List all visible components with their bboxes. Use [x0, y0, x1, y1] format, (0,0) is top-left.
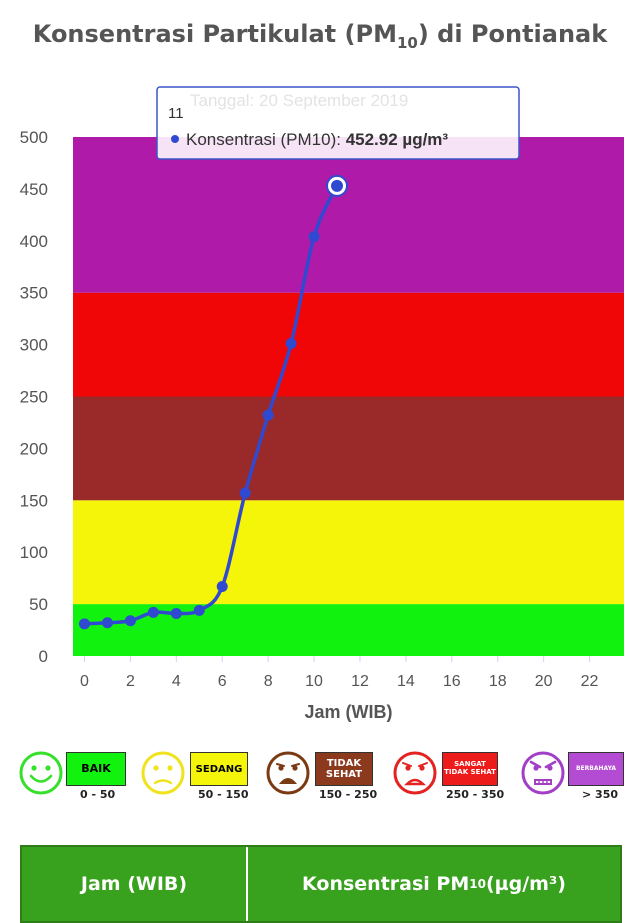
tooltip-box — [156, 86, 520, 160]
table-header-divider — [246, 847, 248, 921]
data-point — [308, 231, 320, 243]
x-tick-label: 2 — [126, 673, 135, 690]
tooltip-x-label: 11 — [168, 105, 184, 122]
band-4 — [73, 137, 624, 293]
air-quality-legend: BAIK 0 - 50 SEDANG 50 - 150 TIDAK SEHAT … — [0, 740, 640, 810]
y-tick-label: 50 — [29, 595, 48, 614]
pm10-line-chart: 0 50 100 150 200 250 300 350 400 450 500 0 2 4 6 8 10 12 1… — [20, 86, 624, 722]
y-tick-label: 400 — [20, 232, 48, 251]
legend-badge-berbahaya: BERBAHAYA — [568, 752, 624, 786]
y-tick-label: 250 — [20, 388, 48, 407]
legend-badge-sangat-tidak-sehat: SANGAT TIDAK SEHAT — [442, 752, 498, 786]
tooltip: Tanggal: 20 September 2019 11Konsentrasi … — [156, 86, 520, 160]
data-point — [147, 606, 159, 618]
crying-face-icon — [266, 751, 310, 795]
legend-range-sedang: 50 - 150 — [198, 788, 249, 801]
data-point — [239, 487, 251, 499]
legend-badge-baik: BAIK — [66, 752, 126, 786]
band-3 — [73, 292, 624, 397]
y-tick-label: 200 — [20, 439, 48, 458]
sad-face-icon — [141, 751, 185, 795]
y-tick-label: 0 — [39, 647, 48, 666]
tooltip-value: Konsentrasi (PM10): 452.92 µg/m³ — [186, 130, 448, 149]
data-point — [170, 607, 182, 619]
happy-face-icon — [19, 751, 63, 795]
table-header-concentration: Konsentrasi PM 10 (µg/m³) — [302, 873, 566, 895]
band-2 — [73, 396, 624, 501]
legend-badge-tidak-sehat: TIDAK SEHAT — [315, 752, 373, 786]
chart-title: Konsentrasi Partikulat (PM10) di Pontian… — [32, 20, 608, 52]
x-tick-label: 14 — [397, 673, 415, 690]
x-tick-label: 10 — [305, 673, 323, 690]
x-tick-label: 20 — [535, 673, 553, 690]
legend-range-baik: 0 - 50 — [80, 788, 116, 801]
band-1 — [73, 500, 624, 605]
legend-badge-sedang: SEDANG — [190, 752, 248, 786]
data-point-hovered — [329, 177, 346, 194]
y-tick-label: 350 — [20, 284, 48, 303]
legend-item-berbahaya: BERBAHAYA > 350 — [520, 740, 630, 810]
data-point — [101, 617, 113, 629]
x-tick-label: 18 — [489, 673, 507, 690]
y-tick-label: 500 — [20, 128, 48, 147]
data-table-header: Jam (WIB) Konsentrasi PM 10 (µg/m³) — [20, 845, 622, 923]
data-point — [216, 580, 228, 592]
x-axis-title: Jam (WIB) — [304, 702, 392, 722]
data-point — [262, 409, 274, 421]
y-tick-label: 100 — [20, 543, 48, 562]
tooltip-date: Tanggal: 20 September 2019 — [190, 91, 408, 110]
table-header-hour: Jam (WIB) — [80, 873, 188, 895]
tooltip-value-number: 452.92 µg/m³ — [346, 130, 449, 149]
legend-item-sedang: SEDANG 50 - 150 — [140, 740, 260, 810]
y-tick-label: 150 — [20, 491, 48, 510]
data-point — [193, 604, 205, 616]
x-tick-label: 6 — [218, 673, 227, 690]
data-point — [285, 338, 297, 350]
y-tick-label: 300 — [20, 336, 48, 355]
legend-item-tidak-sehat: TIDAK SEHAT 150 - 250 — [265, 740, 385, 810]
tooltip-series-marker — [171, 135, 179, 143]
x-tick-label: 16 — [443, 673, 461, 690]
legend-item-sangat-tidak-sehat: SANGAT TIDAK SEHAT 250 - 350 — [392, 740, 512, 810]
legend-range-berbahaya: > 350 — [582, 788, 619, 801]
x-tick-label: 12 — [351, 673, 369, 690]
data-point — [78, 618, 90, 630]
y-tick-label: 450 — [20, 180, 48, 199]
legend-range-sangat-tidak-sehat: 250 - 350 — [446, 788, 505, 801]
x-tick-label: 4 — [172, 673, 181, 690]
upset-face-icon — [393, 751, 437, 795]
data-point — [124, 615, 136, 627]
x-tick-label: 0 — [80, 673, 89, 690]
x-tick-label: 22 — [581, 673, 599, 690]
legend-range-tidak-sehat: 150 - 250 — [319, 788, 378, 801]
legend-item-baik: BAIK 0 - 50 — [18, 740, 133, 810]
angry-face-icon — [521, 751, 565, 795]
x-tick-label: 8 — [264, 673, 273, 690]
tooltip-series-label: Konsentrasi (PM10): — [186, 130, 346, 149]
